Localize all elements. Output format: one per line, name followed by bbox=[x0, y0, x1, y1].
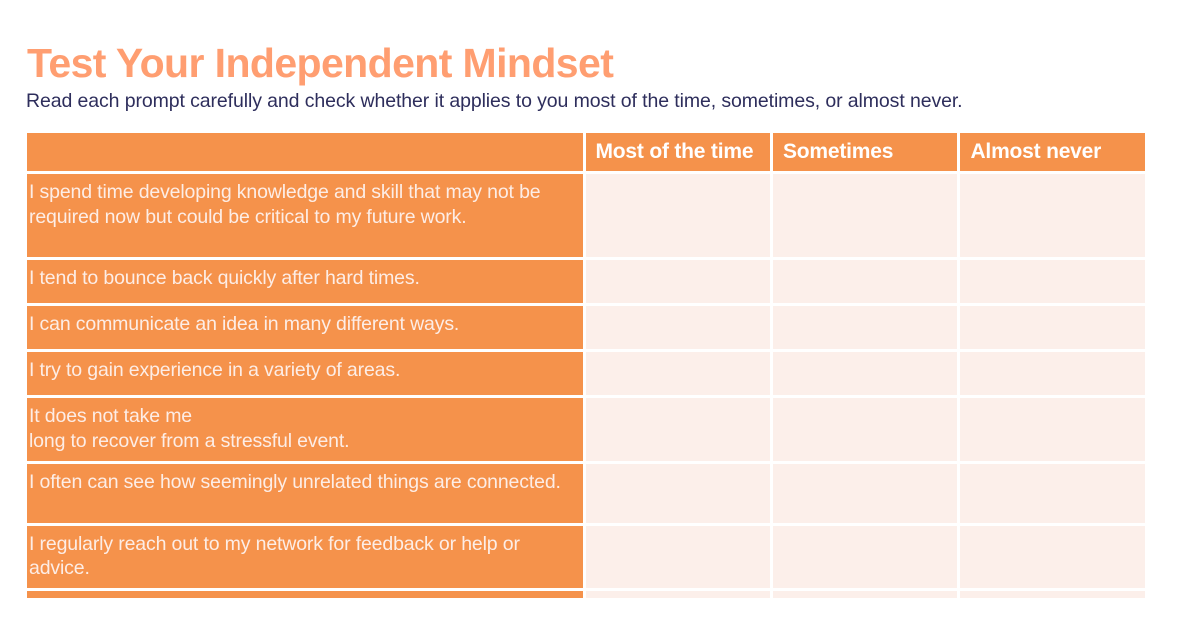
prompt-cell: I tend to take bad news in stride. bbox=[27, 591, 583, 598]
answer-cell-most[interactable] bbox=[585, 591, 770, 598]
column-header-most-of-the-time: Most of the time bbox=[585, 133, 770, 171]
answer-cell-most[interactable] bbox=[585, 260, 770, 303]
answer-cell-never[interactable] bbox=[960, 398, 1145, 461]
prompt-cell: I spend time developing knowledge and sk… bbox=[27, 174, 583, 257]
answer-cell-most[interactable] bbox=[585, 352, 770, 395]
table-row: I often can see how seemingly unrelated … bbox=[27, 463, 1145, 523]
column-header-sometimes: Sometimes bbox=[772, 133, 958, 171]
table-row: I tend to bounce back quickly after hard… bbox=[27, 260, 1145, 303]
prompt-cell: I can communicate an idea in many differ… bbox=[27, 306, 583, 349]
answer-cell-never[interactable] bbox=[960, 352, 1145, 395]
answer-cell-never[interactable] bbox=[960, 463, 1145, 523]
answer-cell-sometimes[interactable] bbox=[772, 463, 958, 523]
answer-cell-most[interactable] bbox=[585, 398, 770, 461]
table-row: It does not take me long to recover from … bbox=[27, 398, 1145, 461]
quiz-table-container: Most of the time Sometimes Almost never … bbox=[27, 133, 1151, 598]
answer-cell-most[interactable] bbox=[585, 306, 770, 349]
prompt-cell: It does not take me long to recover from … bbox=[27, 398, 583, 461]
answer-cell-sometimes[interactable] bbox=[772, 174, 958, 257]
answer-cell-most[interactable] bbox=[585, 525, 770, 588]
answer-cell-never[interactable] bbox=[960, 591, 1145, 598]
answer-cell-sometimes[interactable] bbox=[772, 352, 958, 395]
page-title: Test Your Independent Mindset bbox=[27, 40, 614, 87]
page-subtitle: Read each prompt carefully and check whe… bbox=[26, 89, 963, 112]
table-body: I spend time developing knowledge and sk… bbox=[27, 174, 1145, 598]
table-row: I can communicate an idea in many differ… bbox=[27, 306, 1145, 349]
prompt-cell: I tend to bounce back quickly after hard… bbox=[27, 260, 583, 303]
table-row: I tend to take bad news in stride. bbox=[27, 591, 1145, 598]
column-header-almost-never: Almost never bbox=[960, 133, 1145, 171]
table-header-row: Most of the time Sometimes Almost never bbox=[27, 133, 1145, 171]
quiz-table: Most of the time Sometimes Almost never … bbox=[27, 133, 1148, 598]
answer-cell-sometimes[interactable] bbox=[772, 306, 958, 349]
prompt-cell: I regularly reach out to my network for … bbox=[27, 525, 583, 588]
answer-cell-sometimes[interactable] bbox=[772, 525, 958, 588]
answer-cell-never[interactable] bbox=[960, 306, 1145, 349]
answer-cell-never[interactable] bbox=[960, 525, 1145, 588]
prompt-cell: I try to gain experience in a variety of… bbox=[27, 352, 583, 395]
answer-cell-most[interactable] bbox=[585, 174, 770, 257]
table-row: I regularly reach out to my network for … bbox=[27, 525, 1145, 588]
answer-cell-sometimes[interactable] bbox=[772, 398, 958, 461]
answer-cell-never[interactable] bbox=[960, 260, 1145, 303]
column-header-prompt bbox=[27, 133, 583, 171]
table-header: Most of the time Sometimes Almost never bbox=[27, 133, 1145, 171]
answer-cell-sometimes[interactable] bbox=[772, 591, 958, 598]
prompt-cell: I often can see how seemingly unrelated … bbox=[27, 463, 583, 523]
answer-cell-sometimes[interactable] bbox=[772, 260, 958, 303]
answer-cell-most[interactable] bbox=[585, 463, 770, 523]
table-row: I spend time developing knowledge and sk… bbox=[27, 174, 1145, 257]
table-row: I try to gain experience in a variety of… bbox=[27, 352, 1145, 395]
answer-cell-never[interactable] bbox=[960, 174, 1145, 257]
